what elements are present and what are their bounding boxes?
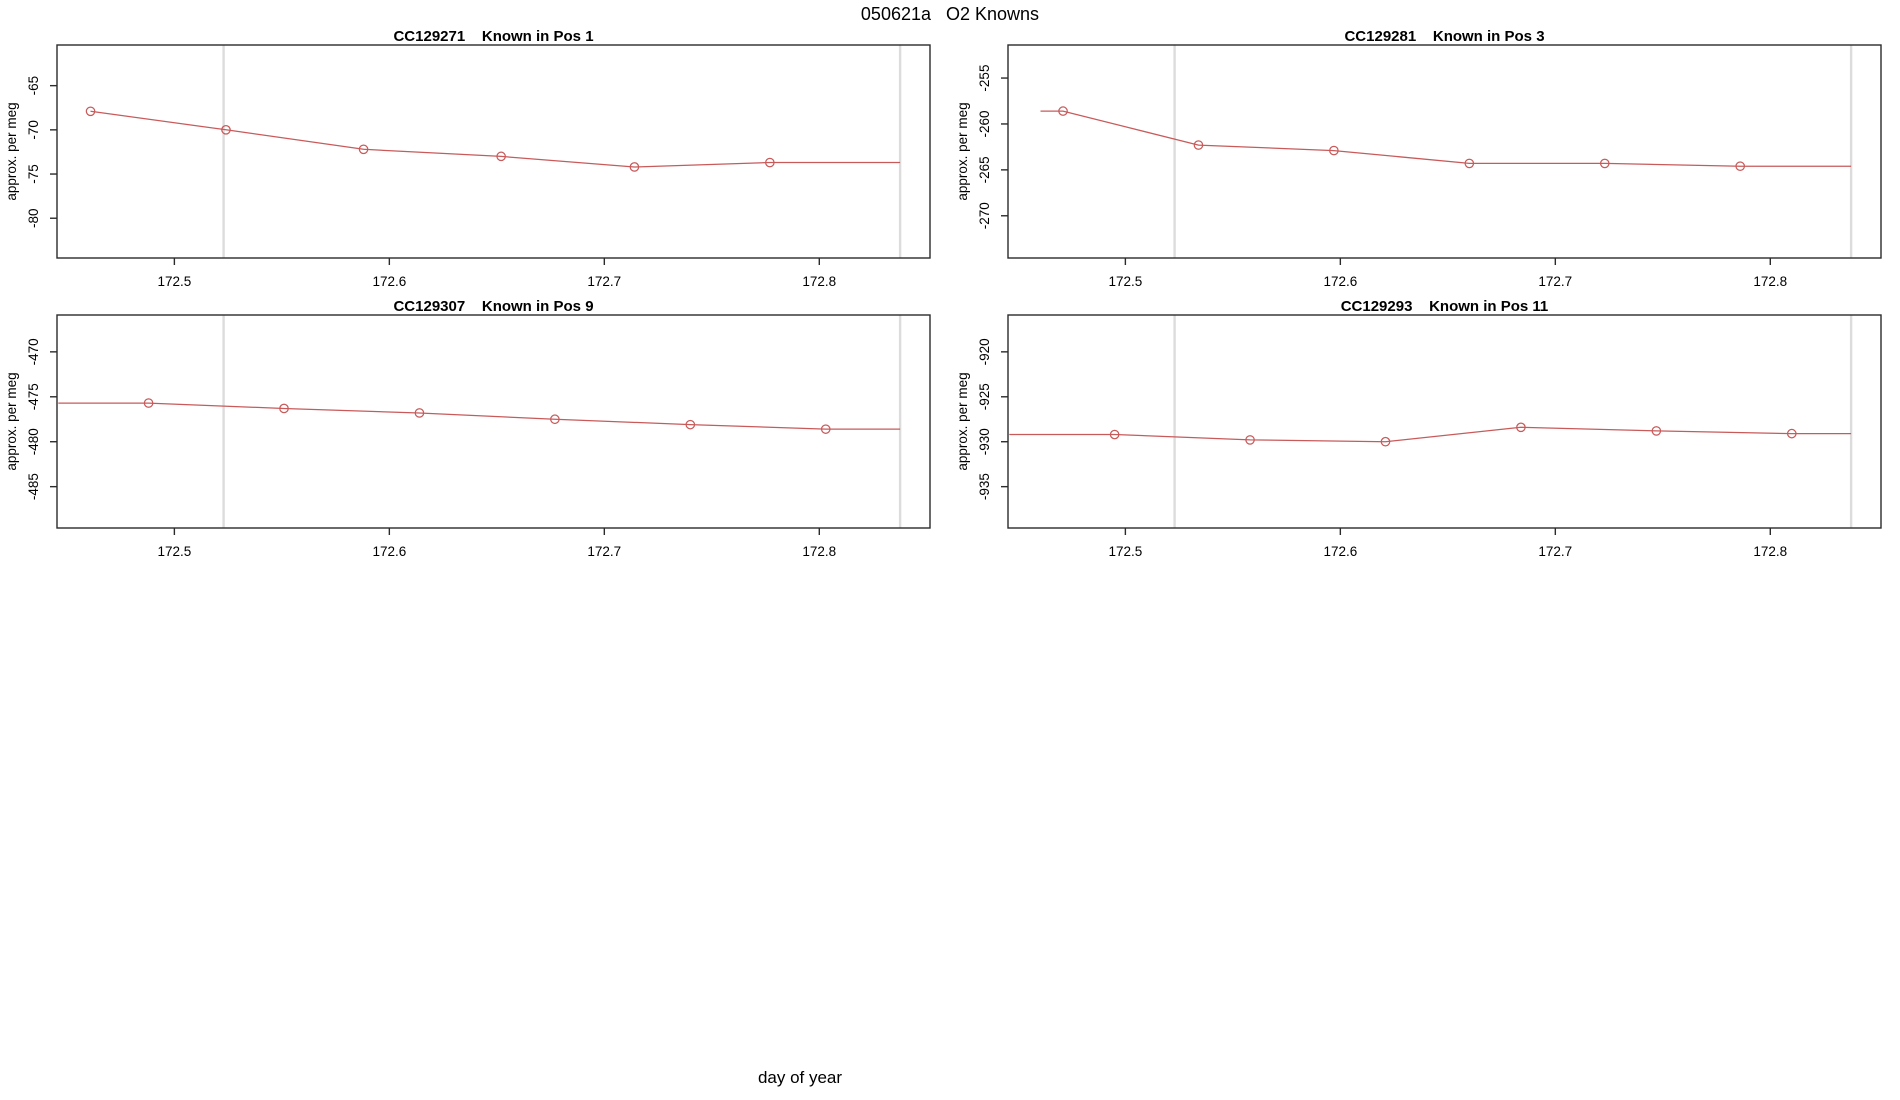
svg-text:172.6: 172.6 bbox=[1323, 274, 1357, 289]
subplot-pos3: CC129281 Known in Pos 3 172.5 172.6 172.7 1… bbox=[951, 28, 1896, 290]
subplot-pos1: CC129271 Known in Pos 1 172.5 172.6 172.7 1… bbox=[0, 28, 945, 290]
svg-text:172.8: 172.8 bbox=[802, 544, 836, 559]
svg-text:-80: -80 bbox=[26, 208, 41, 228]
svg-text:172.7: 172.7 bbox=[1538, 544, 1572, 559]
svg-text:-925: -925 bbox=[977, 383, 992, 410]
page-title: 050621a O2 Knowns bbox=[860, 4, 1040, 24]
svg-text:172.6: 172.6 bbox=[372, 544, 406, 559]
svg-text:172.6: 172.6 bbox=[1323, 544, 1357, 559]
svg-text:-260: -260 bbox=[977, 110, 992, 137]
svg-text:-255: -255 bbox=[977, 65, 992, 92]
svg-text:172.5: 172.5 bbox=[157, 544, 191, 559]
svg-text:172.8: 172.8 bbox=[1753, 274, 1787, 289]
plot-area-pos11: 172.5 172.6 172.7 172.8 -935 -930 -925 -920 appr… bbox=[955, 314, 1882, 559]
svg-text:172.6: 172.6 bbox=[372, 274, 406, 289]
svg-text:172.7: 172.7 bbox=[587, 544, 621, 559]
svg-text:-65: -65 bbox=[26, 76, 41, 96]
subplot-pos11-title: CC129293 Known in Pos 11 bbox=[1340, 298, 1549, 315]
svg-text:-70: -70 bbox=[26, 120, 41, 140]
svg-text:172.7: 172.7 bbox=[587, 274, 621, 289]
subplot-pos9-title: CC129307 Known in Pos 9 bbox=[393, 298, 594, 315]
subplot-pos9: CC129307 Known in Pos 9 172.5 172.6 172.7 1… bbox=[0, 298, 945, 560]
svg-text:-75: -75 bbox=[26, 164, 41, 184]
y-axis-title: approx. per meg bbox=[4, 102, 19, 200]
x-axis-label: day of year bbox=[757, 1068, 843, 1087]
subplot-pos11: CC129293 Known in Pos 11 172.5 172.6 172.7… bbox=[951, 298, 1896, 560]
svg-text:172.5: 172.5 bbox=[1108, 544, 1142, 559]
svg-text:-930: -930 bbox=[977, 428, 992, 455]
svg-text:172.7: 172.7 bbox=[1538, 274, 1572, 289]
svg-text:172.5: 172.5 bbox=[157, 274, 191, 289]
svg-text:172.8: 172.8 bbox=[802, 274, 836, 289]
svg-text:-475: -475 bbox=[26, 383, 41, 410]
plot-area-pos1: 172.5 172.6 172.7 172.8 -80 -75 -70 -65 approx. … bbox=[4, 44, 931, 289]
svg-text:-480: -480 bbox=[26, 428, 41, 455]
subplot-pos1-title: CC129271 Known in Pos 1 bbox=[393, 28, 594, 45]
y-axis-title: approx. per meg bbox=[4, 372, 19, 470]
svg-text:172.8: 172.8 bbox=[1753, 544, 1787, 559]
plot-area-pos9: 172.5 172.6 172.7 172.8 -485 -480 -475 -470 appr… bbox=[4, 314, 931, 559]
svg-text:-935: -935 bbox=[977, 473, 992, 500]
plot-area-pos3: 172.5 172.6 172.7 172.8 -270 -265 -260 -255 appr… bbox=[955, 44, 1882, 289]
svg-text:-265: -265 bbox=[977, 156, 992, 183]
svg-text:-270: -270 bbox=[977, 202, 992, 229]
svg-text:-470: -470 bbox=[26, 338, 41, 365]
svg-text:172.5: 172.5 bbox=[1108, 274, 1142, 289]
svg-text:-485: -485 bbox=[26, 473, 41, 500]
svg-text:-920: -920 bbox=[977, 338, 992, 365]
y-axis-title: approx. per meg bbox=[955, 372, 970, 470]
subplot-pos3-title: CC129281 Known in Pos 3 bbox=[1344, 28, 1545, 45]
y-axis-title: approx. per meg bbox=[955, 102, 970, 200]
